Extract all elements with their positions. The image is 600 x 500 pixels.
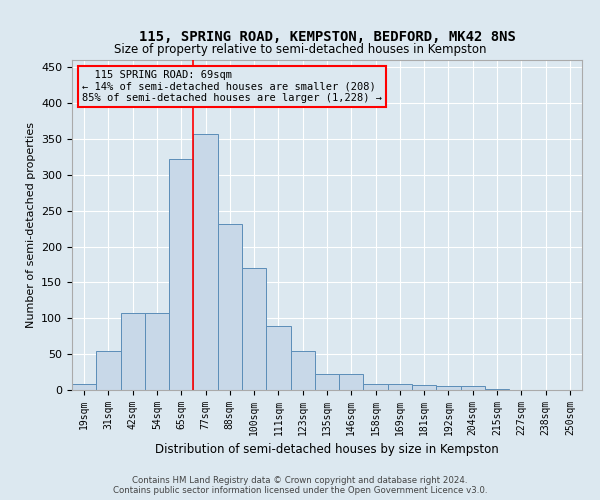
- Y-axis label: Number of semi-detached properties: Number of semi-detached properties: [26, 122, 35, 328]
- Text: Size of property relative to semi-detached houses in Kempston: Size of property relative to semi-detach…: [114, 42, 486, 56]
- Bar: [461, 386, 485, 390]
- Bar: [169, 159, 193, 390]
- Bar: [485, 388, 509, 390]
- Bar: [266, 326, 290, 390]
- Bar: [436, 386, 461, 390]
- Bar: [121, 312, 145, 390]
- Bar: [218, 224, 242, 390]
- Title: 115, SPRING ROAD, KEMPSTON, BEDFORD, MK42 8NS: 115, SPRING ROAD, KEMPSTON, BEDFORD, MK4…: [139, 30, 515, 44]
- Bar: [364, 384, 388, 390]
- Bar: [72, 384, 96, 390]
- Text: 115 SPRING ROAD: 69sqm  
← 14% of semi-detached houses are smaller (208)
85% of : 115 SPRING ROAD: 69sqm ← 14% of semi-det…: [82, 70, 382, 103]
- Bar: [290, 350, 315, 390]
- Bar: [388, 384, 412, 390]
- X-axis label: Distribution of semi-detached houses by size in Kempston: Distribution of semi-detached houses by …: [155, 444, 499, 456]
- Text: Contains HM Land Registry data © Crown copyright and database right 2024.
Contai: Contains HM Land Registry data © Crown c…: [113, 476, 487, 495]
- Bar: [339, 374, 364, 390]
- Bar: [193, 134, 218, 390]
- Bar: [96, 350, 121, 390]
- Bar: [412, 385, 436, 390]
- Bar: [315, 374, 339, 390]
- Bar: [145, 312, 169, 390]
- Bar: [242, 268, 266, 390]
